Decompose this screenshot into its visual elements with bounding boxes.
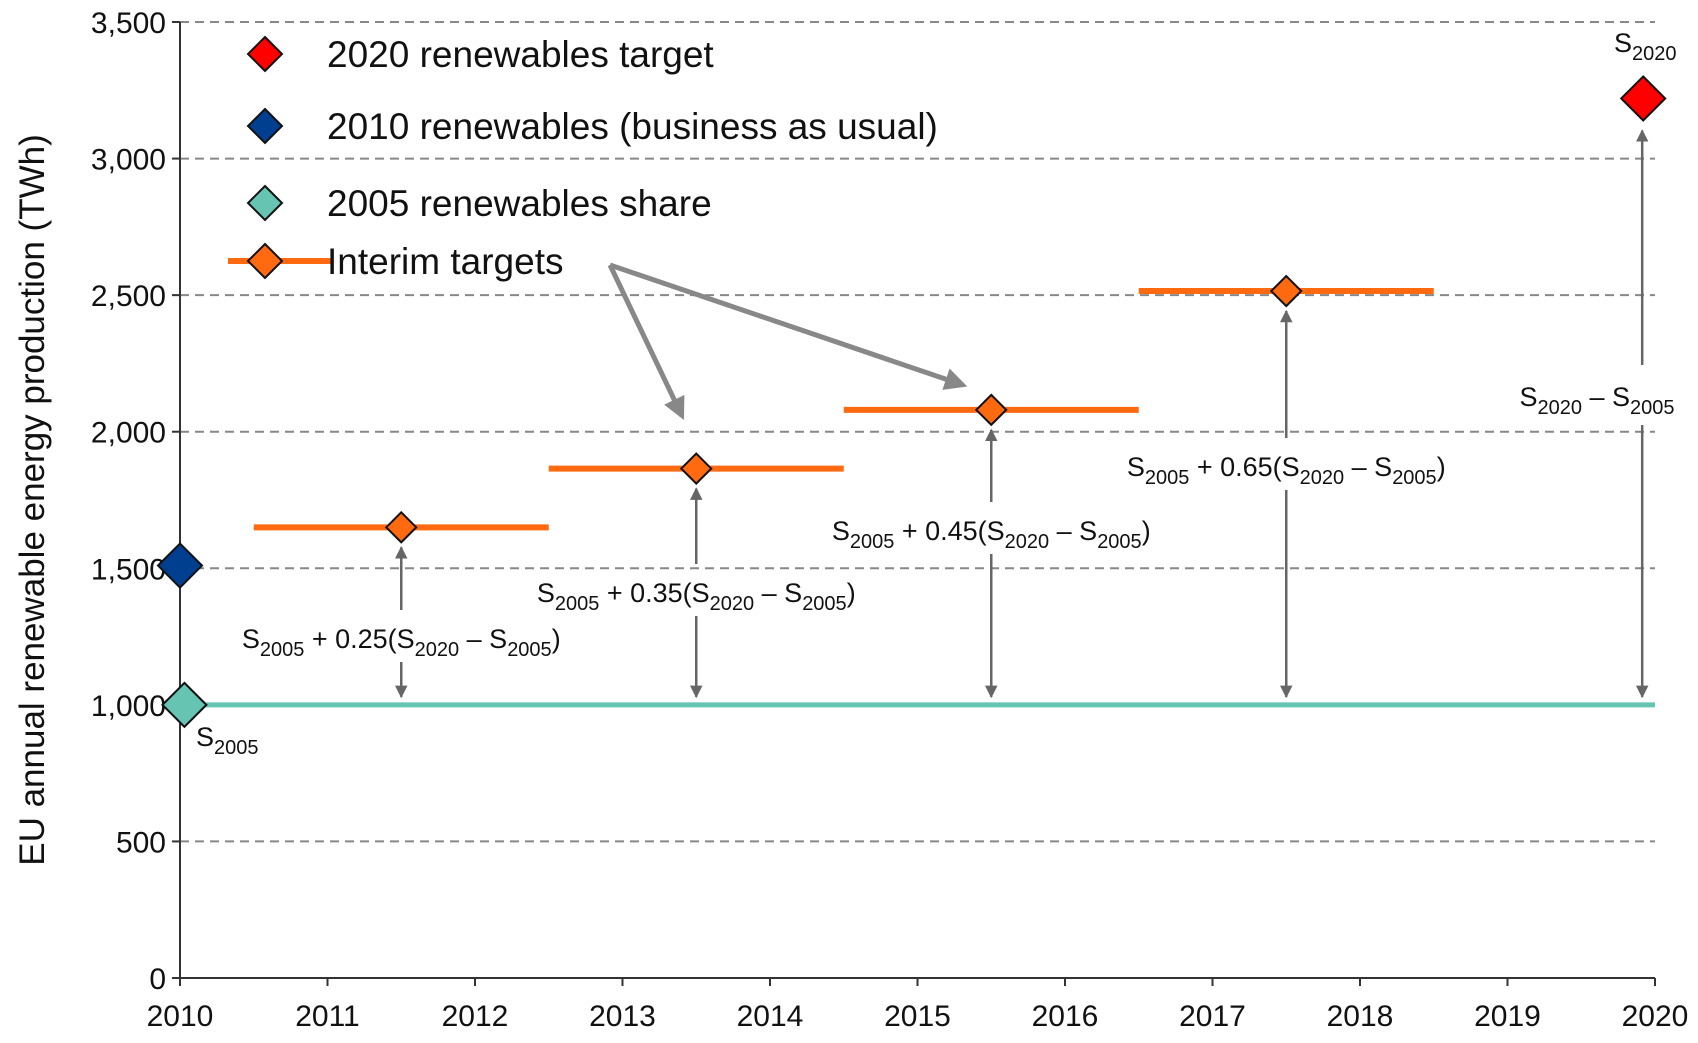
y-tick-label: 3,000 [91,144,166,177]
annotation: S2005 + 0.25(S2020 – S2005) [242,624,561,661]
legend-label: Interim targets [327,241,563,282]
marker [156,542,204,589]
annotation-text: ) [847,578,856,608]
x-tick-label: 2019 [1474,1000,1541,1033]
annotation-text: ) [1437,452,1446,482]
annotation-text: – S [459,624,507,654]
y-tick-label: 500 [116,826,166,859]
annotation-text: S [196,722,214,752]
marker [974,393,1008,427]
subscript: 2005 [555,593,600,615]
annotation-text: + 0.25(S [304,624,414,654]
annotation-text: – S [1344,452,1392,482]
x-tick-label: 2017 [1179,1000,1246,1033]
subscript: 2005 [1145,467,1190,489]
annotation: S2005 + 0.35(S2020 – S2005) [537,578,856,615]
annotation-text: – S [1582,382,1630,412]
x-tick-label: 2014 [737,1000,804,1033]
annotation: S2005 + 0.45(S2020 – S2005) [832,516,1151,553]
annotation-text: + 0.45(S [894,516,1004,546]
legend-marker [246,107,284,145]
subscript: 2020 [1300,467,1345,489]
y-tick-label: 2,000 [91,417,166,450]
y-tick-label: 1,000 [91,690,166,723]
subscript: 2020 [1005,531,1050,553]
annotation: S2020 – S2005 [1519,382,1674,419]
annotation: S2005 [196,722,259,759]
legend-label: 2010 renewables (business as usual) [327,106,938,147]
legend-marker [246,184,284,222]
y-tick-label: 3,500 [91,7,166,40]
subscript: 2005 [1630,397,1675,419]
annotation-text: ) [552,624,561,654]
subscript: 2020 [1537,397,1582,419]
y-axis-label: EU annual renewable energy production (T… [13,134,52,866]
annotation-text: S [1519,382,1537,412]
subscript: 2020 [710,593,755,615]
legend-marker [246,242,284,280]
annotation-text: S [242,624,260,654]
marker [1619,75,1667,122]
marker [1269,274,1303,308]
annotation-text: S [832,516,850,546]
subscript: 2005 [260,639,305,661]
subscript: 2005 [507,639,552,661]
annotation-text: + 0.65(S [1189,452,1299,482]
x-tick-label: 2010 [147,1000,214,1033]
subscript: 2020 [1632,43,1677,65]
marker [384,510,418,544]
annotation-text: + 0.35(S [599,578,709,608]
subscript: 2005 [1392,467,1437,489]
x-tick-label: 2016 [1032,1000,1099,1033]
x-tick-label: 2020 [1622,1000,1689,1033]
legend-label: 2020 renewables target [327,34,714,75]
legend-label: 2005 renewables share [327,183,712,224]
pointer-arrows [607,262,968,421]
x-tick-label: 2015 [884,1000,951,1033]
annotation-text: – S [754,578,802,608]
subscript: 2005 [802,593,847,615]
subscript: 2005 [1097,531,1142,553]
annotation: S2005 + 0.65(S2020 – S2005) [1127,452,1446,489]
x-tick-label: 2011 [295,1000,360,1033]
y-tick-label: 1,500 [91,553,166,586]
x-tick-label: 2012 [442,1000,509,1033]
x-tick-label: 2018 [1327,1000,1394,1033]
subscript: 2005 [850,531,895,553]
subscript: 2020 [415,639,460,661]
marker [679,452,713,486]
subscript: 2005 [214,737,259,759]
y-tick-label: 2,500 [91,280,166,313]
x-tick-label: 2013 [589,1000,656,1033]
annotation-text: – S [1049,516,1097,546]
annotation-text: S [537,578,555,608]
annotation: S2020 [1614,28,1677,65]
marker [161,681,208,729]
annotation-text: S [1614,28,1632,58]
legend-marker [246,35,284,73]
annotation-text: ) [1142,516,1151,546]
annotation-text: S [1127,452,1145,482]
y-tick-label: 0 [149,963,166,996]
